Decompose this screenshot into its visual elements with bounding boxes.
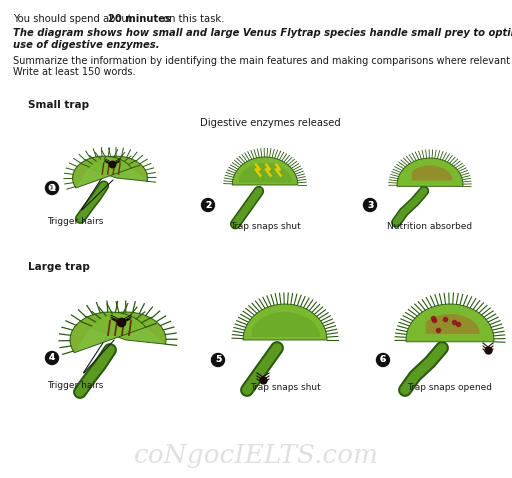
Text: Large trap: Large trap <box>28 262 90 272</box>
Text: 4: 4 <box>49 354 55 362</box>
Circle shape <box>211 354 224 367</box>
Polygon shape <box>70 312 145 353</box>
Text: Digestive enzymes released: Digestive enzymes released <box>200 118 340 128</box>
Polygon shape <box>252 312 320 337</box>
Text: 1: 1 <box>49 184 55 193</box>
Text: The diagram shows how small and large Venus Flytrap species handle small prey to: The diagram shows how small and large Ve… <box>13 28 512 38</box>
Text: on this task.: on this task. <box>160 14 224 24</box>
Text: 6: 6 <box>380 356 386 365</box>
Text: Nutrition absorbed: Nutrition absorbed <box>388 222 473 231</box>
Text: ❶: ❶ <box>48 183 56 193</box>
Polygon shape <box>239 163 292 183</box>
Circle shape <box>376 354 390 367</box>
Text: Trap snaps opened: Trap snaps opened <box>408 383 493 392</box>
Text: 3: 3 <box>367 200 373 209</box>
Text: Small trap: Small trap <box>28 100 89 110</box>
Text: Trap snaps shut: Trap snaps shut <box>229 222 301 231</box>
Text: 4: 4 <box>49 354 55 362</box>
Text: coNgocIELTS.com: coNgocIELTS.com <box>134 443 378 467</box>
Polygon shape <box>426 314 479 334</box>
Text: 2: 2 <box>205 200 211 209</box>
Polygon shape <box>73 156 147 188</box>
Text: Write at least 150 words.: Write at least 150 words. <box>13 67 136 77</box>
Circle shape <box>46 351 58 365</box>
Polygon shape <box>243 304 327 340</box>
Circle shape <box>202 198 215 211</box>
Text: Summarize the information by identifying the main features and making comparison: Summarize the information by identifying… <box>13 56 510 66</box>
Text: You should spend about: You should spend about <box>13 14 135 24</box>
Text: 6: 6 <box>380 356 386 365</box>
Polygon shape <box>406 304 494 342</box>
Text: 3: 3 <box>367 200 373 209</box>
Polygon shape <box>412 165 452 181</box>
Text: Trigger hairs: Trigger hairs <box>47 381 103 390</box>
Text: 2: 2 <box>205 200 211 209</box>
Polygon shape <box>397 158 463 186</box>
Text: 20 minutes: 20 minutes <box>108 14 171 24</box>
Circle shape <box>364 198 376 211</box>
Polygon shape <box>89 156 147 181</box>
Polygon shape <box>73 156 132 188</box>
Text: Trap snaps shut: Trap snaps shut <box>250 383 321 392</box>
Text: 5: 5 <box>215 356 221 365</box>
Circle shape <box>46 182 58 195</box>
Polygon shape <box>90 312 166 344</box>
Text: use of digestive enzymes.: use of digestive enzymes. <box>13 40 160 50</box>
Text: Trigger hairs: Trigger hairs <box>47 217 103 226</box>
Polygon shape <box>232 157 298 185</box>
Polygon shape <box>70 312 166 353</box>
Text: 5: 5 <box>215 356 221 365</box>
